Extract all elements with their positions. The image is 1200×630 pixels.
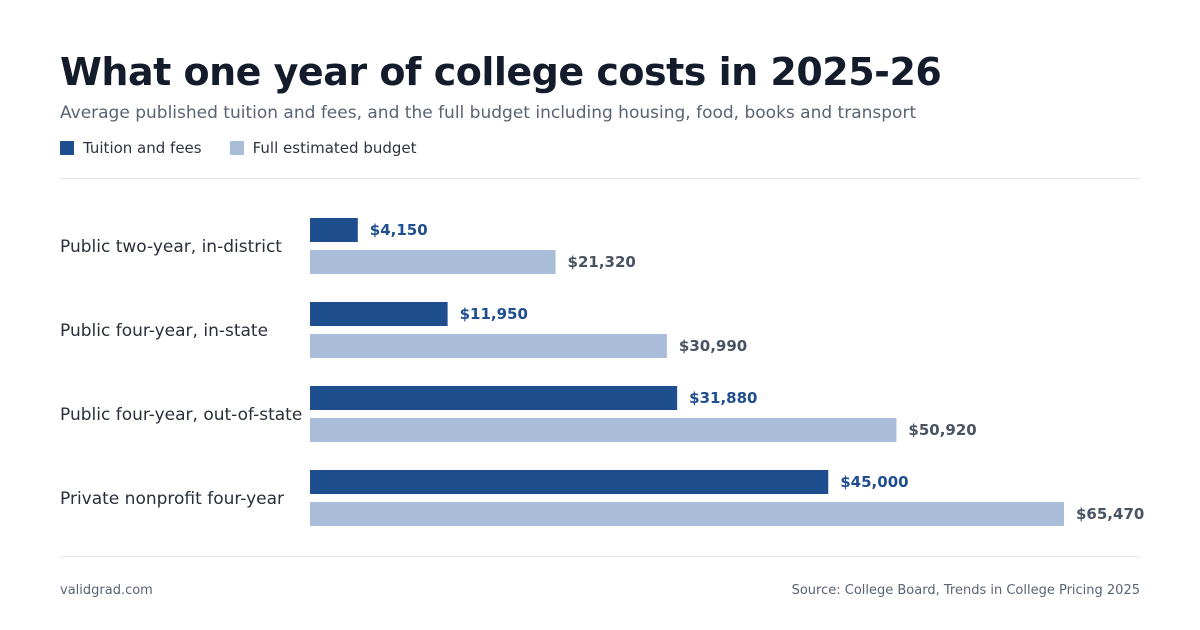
category-label-private-nonprofit-four-year: Private nonprofit four-year: [60, 489, 284, 509]
legend-item-tuition: Tuition and fees: [60, 139, 202, 157]
bar-tuition-public-two-year-in-district: [310, 218, 358, 242]
value-label-tuition-private-nonprofit-four-year: $45,000: [840, 473, 908, 491]
legend-swatch-tuition: [60, 141, 74, 155]
category-label-public-four-year-in-state: Public four-year, in-state: [60, 321, 268, 341]
legend-swatch-budget: [229, 141, 244, 155]
category-label-public-two-year-in-district: Public two-year, in-district: [60, 237, 282, 257]
legend-item-budget: Full estimated budget: [229, 139, 417, 157]
bar-budget-public-four-year-in-state: [310, 334, 667, 358]
bar-tuition-public-four-year-in-state: [310, 302, 448, 326]
category-label-public-four-year-out-of-state: Public four-year, out-of-state: [60, 405, 302, 425]
chart-title: What one year of college costs in 2025-2…: [60, 50, 942, 94]
bar-budget-public-two-year-in-district: [310, 250, 556, 274]
bottom-divider: [60, 556, 1140, 557]
source-note: Source: College Board, Trends in College…: [791, 583, 1140, 598]
value-label-budget-public-four-year-in-state: $30,990: [679, 337, 747, 355]
chart-subtitle: Average published tuition and fees, and …: [60, 103, 917, 123]
top-divider: [60, 178, 1140, 179]
value-label-budget-public-two-year-in-district: $21,320: [568, 253, 636, 271]
value-label-tuition-public-four-year-out-of-state: $31,880: [689, 389, 757, 407]
site-credit: validgrad.com: [60, 583, 153, 598]
bar-budget-private-nonprofit-four-year: [310, 502, 1064, 526]
bar-tuition-public-four-year-out-of-state: [310, 386, 678, 410]
legend-label-tuition: Tuition and fees: [83, 139, 202, 157]
value-label-tuition-public-two-year-in-district: $4,150: [370, 221, 428, 239]
value-label-budget-public-four-year-out-of-state: $50,920: [908, 421, 976, 439]
bar-tuition-private-nonprofit-four-year: [310, 470, 829, 494]
bar-budget-public-four-year-out-of-state: [310, 418, 897, 442]
legend: Tuition and fees Full estimated budget: [60, 139, 445, 157]
value-label-tuition-public-four-year-in-state: $11,950: [460, 305, 528, 323]
legend-label-budget: Full estimated budget: [252, 139, 417, 157]
value-label-budget-private-nonprofit-four-year: $65,470: [1076, 505, 1144, 523]
